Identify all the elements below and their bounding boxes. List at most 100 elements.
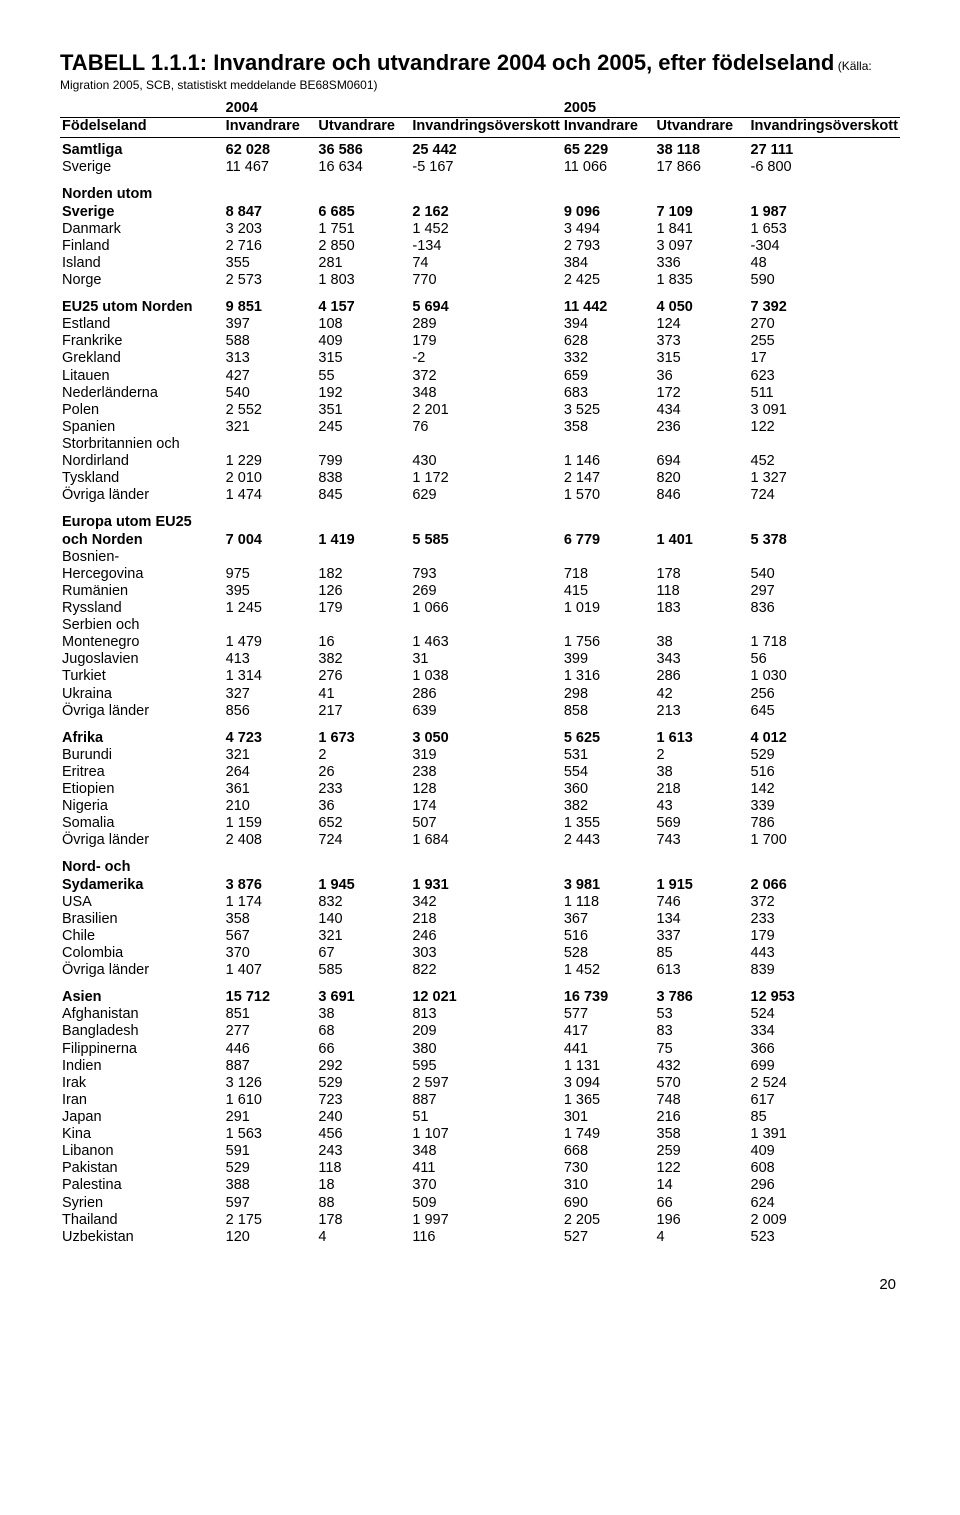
cell: 3 094	[562, 1075, 655, 1092]
cell: Storbritannien och	[60, 436, 224, 453]
cell: 286	[410, 686, 561, 703]
cell: 846	[655, 487, 749, 504]
cell: 1 314	[224, 668, 317, 685]
cell: 310	[562, 1177, 655, 1194]
cell: Bangladesh	[60, 1023, 224, 1040]
table-row: Syrien5978850969066624	[60, 1195, 900, 1212]
table-row: Iran1 6107238871 365748617	[60, 1092, 900, 1109]
cell: 348	[410, 385, 561, 402]
cell: 68	[316, 1023, 410, 1040]
cell: 286	[655, 668, 749, 685]
cell: 415	[562, 583, 655, 600]
cell: 3 525	[562, 402, 655, 419]
cell: 43	[655, 798, 749, 815]
cell: 668	[562, 1143, 655, 1160]
cell: 2 597	[410, 1075, 561, 1092]
cell: 218	[655, 781, 749, 798]
cell: 836	[749, 600, 901, 617]
table-row: Sydamerika3 8761 9451 9313 9811 9152 066	[60, 877, 900, 894]
cell: 3 691	[316, 989, 410, 1006]
cell: 813	[410, 1006, 561, 1023]
cell: 11 442	[562, 299, 655, 316]
cell: Födelseland	[60, 118, 224, 138]
cell: 683	[562, 385, 655, 402]
cell	[316, 100, 410, 118]
table-row: Rumänien395126269415118297	[60, 583, 900, 600]
cell	[224, 617, 317, 634]
cell: 2004	[224, 100, 317, 118]
cell: 382	[562, 798, 655, 815]
cell: Syrien	[60, 1195, 224, 1212]
cell: 298	[562, 686, 655, 703]
cell: Chile	[60, 928, 224, 945]
cell: 839	[749, 962, 901, 979]
cell: 2 009	[749, 1212, 901, 1229]
cell: 343	[655, 651, 749, 668]
cell: 15 712	[224, 989, 317, 1006]
table-row: Serbien och	[60, 617, 900, 634]
cell: 1 118	[562, 894, 655, 911]
cell: 2 443	[562, 832, 655, 849]
cell: 9 096	[562, 204, 655, 221]
cell	[655, 617, 749, 634]
cell: 1 653	[749, 221, 901, 238]
cell: 516	[562, 928, 655, 945]
cell: 413	[224, 651, 317, 668]
table-row: Libanon591243348668259409	[60, 1143, 900, 1160]
cell: 629	[410, 487, 561, 504]
cell: 361	[224, 781, 317, 798]
cell: Övriga länder	[60, 487, 224, 504]
table-row: Norge2 5731 8037702 4251 835590	[60, 272, 900, 289]
cell: 388	[224, 1177, 317, 1194]
cell: 8 847	[224, 204, 317, 221]
table-row: Pakistan529118411730122608	[60, 1160, 900, 1177]
cell	[316, 514, 410, 531]
cell: 613	[655, 962, 749, 979]
cell: Övriga länder	[60, 832, 224, 849]
cell: 397	[224, 316, 317, 333]
cell: 832	[316, 894, 410, 911]
table-row: Jugoslavien4133823139934356	[60, 651, 900, 668]
cell: Jugoslavien	[60, 651, 224, 668]
cell: 1 316	[562, 668, 655, 685]
table-row: Finland2 7162 850-1342 7933 097-304	[60, 238, 900, 255]
cell: Burundi	[60, 747, 224, 764]
cell: 297	[749, 583, 901, 600]
table-row: Bangladesh2776820941783334	[60, 1023, 900, 1040]
table-row: Grekland313315-233231517	[60, 350, 900, 367]
cell: Pakistan	[60, 1160, 224, 1177]
cell: 523	[749, 1229, 901, 1246]
cell: 339	[749, 798, 901, 815]
cell	[316, 617, 410, 634]
cell: 216	[655, 1109, 749, 1126]
cell: 332	[562, 350, 655, 367]
cell	[410, 549, 561, 566]
table-row: EU25 utom Norden9 8514 1575 69411 4424 0…	[60, 299, 900, 316]
cell: 2 793	[562, 238, 655, 255]
cell: 336	[655, 255, 749, 272]
cell: 1 474	[224, 487, 317, 504]
cell: 1 355	[562, 815, 655, 832]
cell: 718	[562, 566, 655, 583]
cell: 851	[224, 1006, 317, 1023]
cell: 55	[316, 368, 410, 385]
cell: 192	[316, 385, 410, 402]
cell: 2 716	[224, 238, 317, 255]
cell: 5 694	[410, 299, 561, 316]
cell: Norden utom	[60, 186, 224, 203]
cell: 351	[316, 402, 410, 419]
cell: 1 718	[749, 634, 901, 651]
cell: Sverige	[60, 159, 224, 176]
cell: Iran	[60, 1092, 224, 1109]
cell: Colombia	[60, 945, 224, 962]
cell: 67	[316, 945, 410, 962]
cell: 17	[749, 350, 901, 367]
cell: 75	[655, 1041, 749, 1058]
cell: 382	[316, 651, 410, 668]
cell: 3 203	[224, 221, 317, 238]
cell: 124	[655, 316, 749, 333]
cell: Invandringsöverskott	[749, 118, 901, 138]
cell: 820	[655, 470, 749, 487]
cell: 427	[224, 368, 317, 385]
cell: 411	[410, 1160, 561, 1177]
